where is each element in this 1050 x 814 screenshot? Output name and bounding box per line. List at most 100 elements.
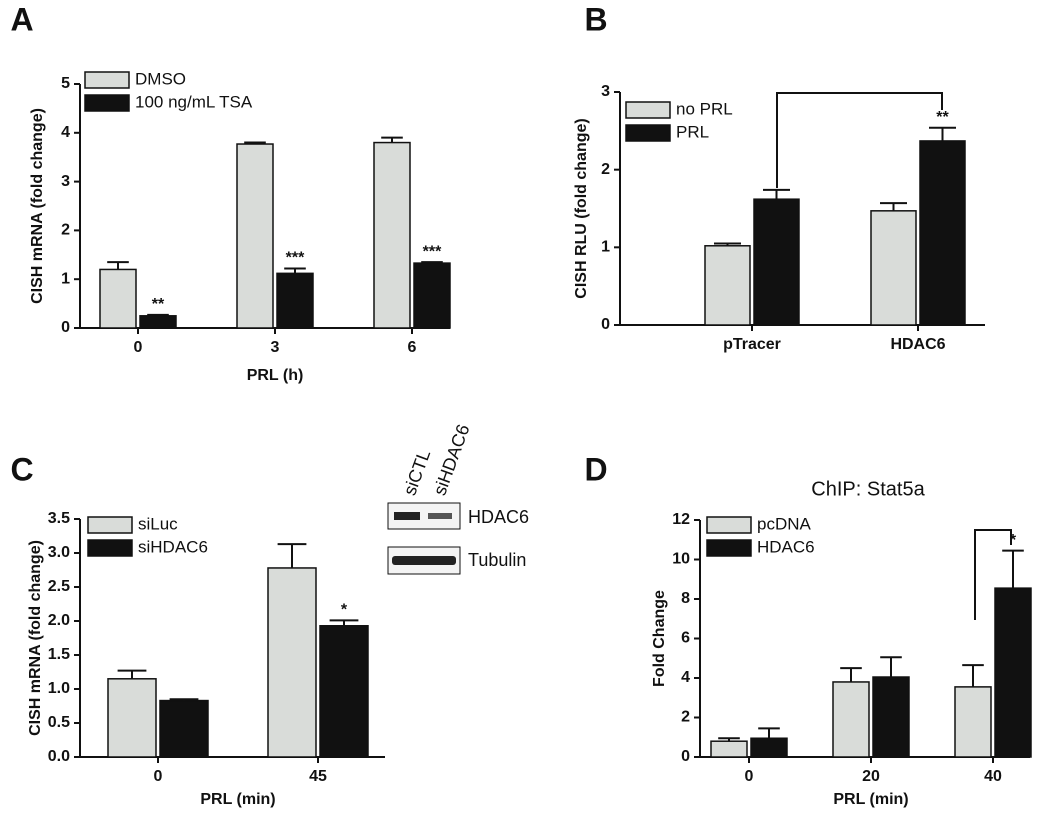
error-bar [763, 188, 790, 200]
error-bar [381, 136, 403, 143]
x-axis-label: PRL (min) [200, 791, 275, 808]
error-bar [117, 669, 147, 679]
legend-label: siHDAC6 [138, 537, 208, 556]
y-tick-label: 2 [681, 709, 690, 726]
error-bar [244, 141, 266, 145]
legend-swatch [625, 101, 671, 119]
x-tick-label: 20 [862, 768, 880, 785]
x-tick-label: 0 [745, 768, 754, 785]
panel-letter: A [10, 1, 33, 37]
y-tick-label: 2.5 [48, 578, 70, 595]
bar [413, 262, 451, 329]
panel-letter: D [584, 451, 607, 487]
bar [870, 210, 917, 326]
y-tick-label: 2 [601, 161, 610, 178]
bar [750, 737, 788, 758]
band-label: Tubulin [468, 550, 526, 570]
bar [159, 699, 209, 758]
bar [99, 268, 137, 329]
error-bar [329, 619, 359, 626]
x-tick-label: 6 [408, 339, 417, 356]
x-tick-label: HDAC6 [890, 336, 945, 353]
y-tick-label: 0 [601, 316, 610, 333]
legend-label: PRL [676, 122, 709, 141]
y-tick-label: 10 [672, 551, 690, 568]
bar [139, 315, 177, 329]
significance-label: * [341, 602, 348, 619]
x-axis-label: PRL (h) [247, 367, 304, 384]
bar [236, 143, 274, 329]
legend-label: DMSO [135, 69, 186, 88]
legend-swatch [84, 94, 130, 112]
y-axis-label: CISH mRNA (fold change) [27, 540, 44, 736]
y-tick-label: 5 [61, 75, 70, 92]
y-tick-label: 3.5 [48, 510, 70, 527]
x-tick-label: pTracer [723, 336, 781, 353]
y-tick-label: 0 [61, 319, 70, 336]
legend-swatch [706, 539, 752, 557]
error-bar [107, 261, 129, 270]
bar [710, 740, 748, 758]
y-tick-label: 8 [681, 590, 690, 607]
error-bar [840, 667, 862, 682]
significance-bracket [974, 529, 1012, 620]
bar [753, 198, 800, 326]
y-axis-label: CISH RLU (fold change) [573, 118, 590, 298]
band-label: HDAC6 [468, 507, 529, 527]
y-tick-label: 3 [61, 173, 70, 190]
bar [373, 141, 411, 329]
legend-swatch [87, 516, 133, 534]
y-tick-label: 0 [681, 748, 690, 765]
significance-label: *** [423, 243, 442, 260]
legend-swatch [84, 71, 130, 89]
panel-letter: C [10, 451, 33, 487]
y-tick-label: 1.0 [48, 680, 70, 697]
x-tick-label: 3 [271, 339, 280, 356]
bar [954, 686, 992, 758]
error-bar [880, 656, 902, 678]
y-tick-label: 2.0 [48, 612, 70, 629]
error-bar [277, 543, 307, 568]
legend-swatch [706, 516, 752, 534]
chart-title: ChIP: Stat5a [811, 478, 925, 500]
y-tick-label: 3 [601, 83, 610, 100]
significance-label: * [1010, 532, 1017, 549]
y-tick-label: 0.5 [48, 714, 70, 731]
significance-label: *** [286, 250, 305, 267]
y-tick-label: 1.5 [48, 646, 70, 663]
error-bar [758, 727, 780, 739]
significance-bracket [776, 92, 943, 188]
error-bar [718, 737, 740, 742]
error-bar [421, 261, 443, 264]
y-axis-label: Fold Change [651, 590, 668, 687]
legend-swatch [625, 124, 671, 142]
legend-label: siLuc [138, 514, 178, 533]
legend-label: 100 ng/mL TSA [135, 92, 253, 111]
bar [267, 567, 317, 758]
y-tick-label: 0.0 [48, 748, 70, 765]
bar [919, 140, 966, 326]
error-bar [714, 242, 741, 246]
lane-label: siHDAC6 [429, 422, 473, 498]
legend-label: no PRL [676, 99, 733, 118]
x-tick-label: 45 [309, 768, 327, 785]
error-bar [1002, 549, 1024, 589]
bar [832, 681, 870, 758]
bar [276, 272, 314, 329]
x-axis-label: PRL (min) [833, 791, 908, 808]
y-tick-label: 6 [681, 630, 690, 647]
x-tick-label: 0 [134, 339, 143, 356]
y-tick-label: 1 [601, 239, 610, 256]
error-bar [284, 267, 306, 274]
error-bar [880, 202, 907, 211]
y-tick-label: 3.0 [48, 544, 70, 561]
y-tick-label: 4 [681, 669, 690, 686]
panel-letter: B [584, 1, 607, 37]
y-tick-label: 12 [672, 511, 690, 528]
blot-band [394, 512, 420, 520]
significance-label: ** [152, 296, 165, 313]
error-bar [147, 313, 169, 316]
error-bar [962, 664, 984, 687]
y-tick-label: 1 [61, 270, 70, 287]
